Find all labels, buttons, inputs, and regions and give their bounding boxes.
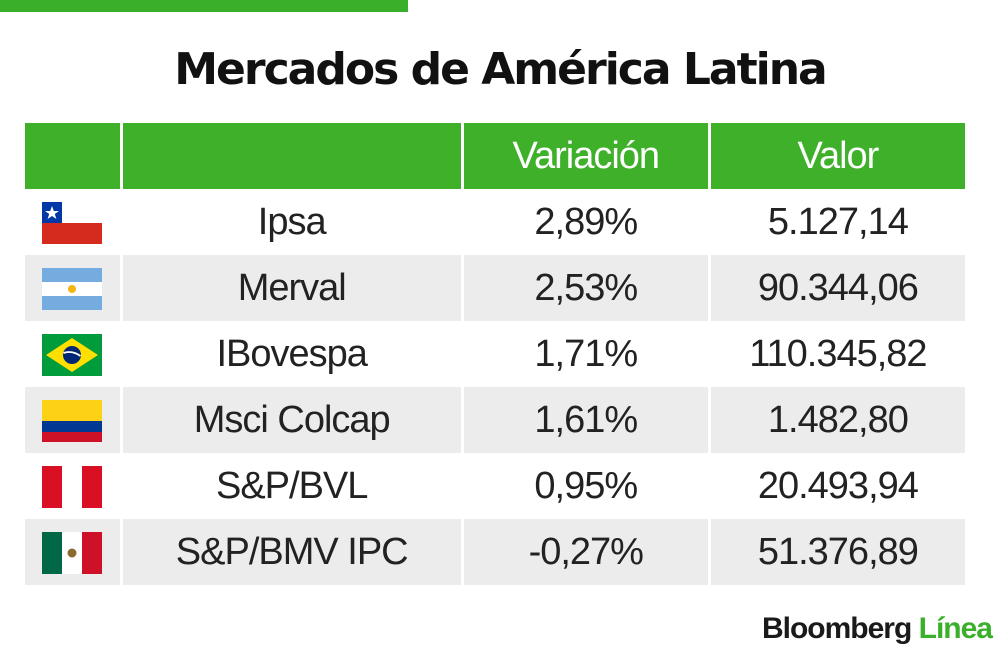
index-name: Merval bbox=[122, 255, 461, 321]
variation-cell: 1,71% bbox=[534, 332, 638, 375]
table-row: S&P/BVL 0,95% 20.493,94 bbox=[25, 453, 965, 519]
value-cell: 90.344,06 bbox=[710, 255, 965, 321]
index-name: S&P/BVL bbox=[215, 464, 368, 507]
table-row: IBovespa 1,71% 110.345,82 bbox=[25, 321, 965, 387]
chile-flag-icon bbox=[42, 201, 103, 244]
page-title: Mercados de América Latina bbox=[174, 44, 827, 95]
value-cell: 110.345,82 bbox=[749, 332, 927, 375]
brazil-flag-icon bbox=[42, 333, 103, 376]
flag-cell bbox=[25, 453, 120, 519]
header-flag bbox=[25, 123, 120, 189]
table-row: Ipsa 2,89% 5.127,14 bbox=[25, 189, 965, 255]
mexico-flag-icon bbox=[42, 531, 103, 574]
variation-cell: -0,27% bbox=[463, 519, 708, 585]
peru-flag-icon bbox=[42, 465, 103, 508]
index-name: S&P/BMV IPC bbox=[122, 519, 461, 585]
markets-table: Variación Valor Ipsa 2,89% 5.127,14 bbox=[22, 123, 968, 585]
colombia-flag-icon bbox=[42, 399, 103, 442]
value-cell: 1.482,80 bbox=[710, 387, 965, 453]
logo-part-linea: Línea bbox=[918, 612, 993, 645]
index-name: Ipsa bbox=[257, 200, 327, 243]
flag-cell bbox=[25, 189, 120, 255]
table-row: Msci Colcap 1,61% 1.482,80 bbox=[25, 387, 965, 453]
bloomberg-linea-logo: Bloomberg Línea bbox=[761, 612, 993, 646]
index-name: IBovespa bbox=[216, 332, 367, 375]
top-accent-bar bbox=[0, 0, 408, 12]
flag-cell bbox=[25, 321, 120, 387]
header-name bbox=[122, 123, 461, 189]
logo-part-bloomberg: Bloomberg bbox=[761, 612, 912, 645]
variation-cell: 2,53% bbox=[463, 255, 708, 321]
index-name: Msci Colcap bbox=[122, 387, 461, 453]
header-variation: Variación bbox=[463, 123, 708, 189]
flag-cell bbox=[25, 255, 120, 321]
flag-cell bbox=[25, 387, 120, 453]
argentina-flag-icon bbox=[42, 267, 103, 310]
flag-cell bbox=[25, 519, 120, 585]
value-cell: 20.493,94 bbox=[757, 464, 919, 507]
variation-cell: 0,95% bbox=[534, 464, 638, 507]
value-cell: 51.376,89 bbox=[710, 519, 965, 585]
header-value: Valor bbox=[710, 123, 965, 189]
variation-cell: 1,61% bbox=[463, 387, 708, 453]
value-cell: 5.127,14 bbox=[767, 200, 909, 243]
table-row: Merval 2,53% 90.344,06 bbox=[25, 255, 965, 321]
variation-cell: 2,89% bbox=[534, 200, 638, 243]
table-header-row: Variación Valor bbox=[25, 123, 965, 189]
table-row: S&P/BMV IPC -0,27% 51.376,89 bbox=[25, 519, 965, 585]
